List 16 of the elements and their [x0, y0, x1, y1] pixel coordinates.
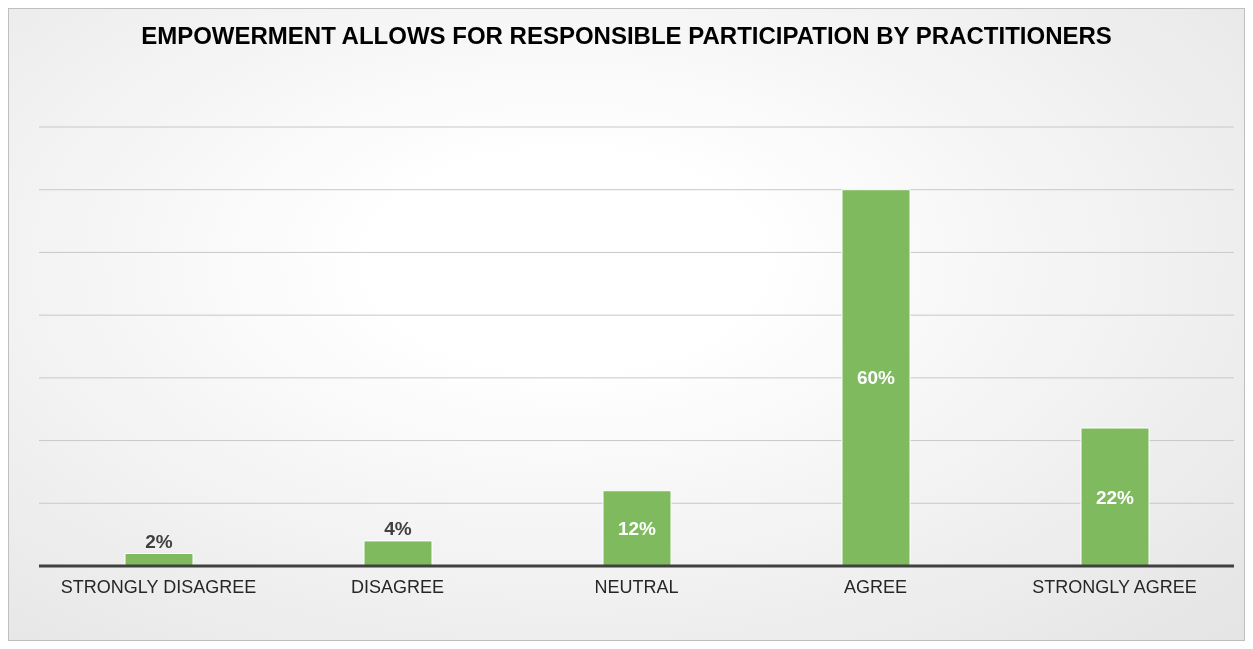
- x-tick-label: AGREE: [843, 576, 908, 597]
- bar: [602, 490, 672, 566]
- chart-title: EMPOWERMENT ALLOWS FOR RESPONSIBLE PARTICIPATION BY PRACTITIONERS: [140, 21, 1113, 51]
- data-label: 2%: [145, 530, 173, 552]
- data-label: 22%: [1095, 486, 1135, 508]
- bar: [841, 189, 911, 566]
- data-label: 4%: [384, 518, 412, 540]
- x-tick-label: STRONGLY DISAGREE: [60, 576, 257, 597]
- x-tick-label: STRONGLY AGREE: [1032, 576, 1197, 597]
- x-tick-label: DISAGREE: [350, 576, 445, 597]
- bar: [1080, 427, 1150, 566]
- data-label: 12%: [617, 517, 657, 539]
- x-tick-label: NEUTRAL: [594, 576, 679, 597]
- data-label: 60%: [856, 367, 896, 389]
- bar: [124, 552, 194, 566]
- bar: [363, 540, 433, 566]
